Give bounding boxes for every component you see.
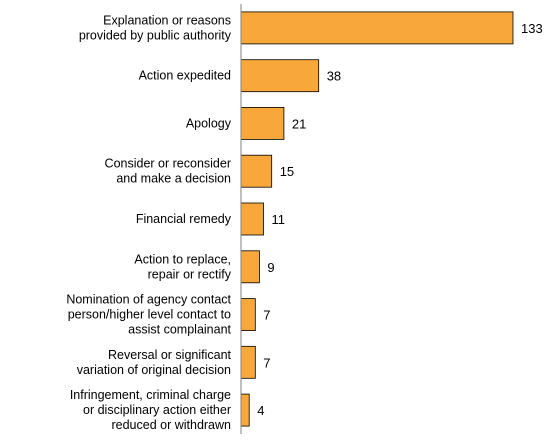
category-label-0: Explanation or reasons provided by public… [79, 13, 232, 42]
category-label-7-line-1: variation of original decision [77, 363, 231, 377]
category-label-4-line-0: Financial remedy [136, 212, 232, 226]
category-label-2-line-0: Apology [186, 116, 232, 130]
value-label-8: 4 [257, 403, 264, 418]
bar-3 [240, 154, 273, 188]
category-label-3-line-0: Consider or reconsider [105, 157, 231, 171]
value-label-5: 9 [267, 260, 274, 275]
bar-1 [240, 59, 320, 93]
category-label-7-line-0: Reversal or significant [108, 348, 231, 362]
bar-6 [240, 298, 256, 332]
bar-2 [240, 107, 285, 140]
category-label-6-line-0: Nomination of agency contact [66, 293, 231, 307]
bar-0 [240, 11, 514, 45]
category-label-2: Apology [186, 116, 232, 130]
bars-group [240, 11, 514, 427]
category-label-3-line-1: and make a decision [116, 172, 231, 186]
category-label-8-line-1: or disciplinary action either [83, 403, 231, 417]
bar-8 [240, 393, 250, 427]
bar-5 [240, 250, 260, 284]
category-label-1: Action expedited [139, 69, 231, 83]
category-label-0-line-0: Explanation or reasons [103, 13, 231, 27]
category-label-1-line-0: Action expedited [139, 69, 231, 83]
category-label-5-line-0: Action to replace, [134, 252, 231, 266]
category-label-8: Infringement, criminal charge or discipli… [70, 388, 231, 432]
category-label-7: Reversal or significant variation of orig… [77, 348, 232, 377]
category-label-5: Action to replace, repair or rectify [134, 252, 231, 281]
category-label-8-line-0: Infringement, criminal charge [70, 388, 231, 402]
category-label-5-line-1: repair or rectify [148, 267, 232, 281]
category-label-0-line-1: provided by public authority [79, 28, 232, 42]
category-label-8-line-2: reduced or withdrawn [111, 418, 231, 432]
value-label-6: 7 [263, 308, 270, 323]
bar-4 [240, 202, 264, 236]
category-label-6: Nomination of agency contact person/highe… [66, 293, 231, 337]
value-label-4: 11 [272, 212, 286, 227]
value-label-1: 38 [327, 69, 341, 84]
value-labels-group: 133 38 21 15 11 9 7 7 4 [257, 21, 543, 418]
category-label-6-line-2: assist complainant [128, 323, 231, 337]
category-label-3: Consider or reconsider and make a decisio… [105, 157, 231, 186]
bar-7 [240, 345, 256, 379]
value-label-7: 7 [263, 355, 270, 370]
category-label-6-line-1: person/higher level contact to [68, 308, 231, 322]
value-label-0: 133 [521, 21, 543, 36]
category-label-4: Financial remedy [136, 212, 232, 226]
value-label-3: 15 [280, 164, 294, 179]
value-label-2: 21 [292, 116, 306, 131]
category-labels-group: Explanation or reasons provided by public… [66, 13, 231, 432]
